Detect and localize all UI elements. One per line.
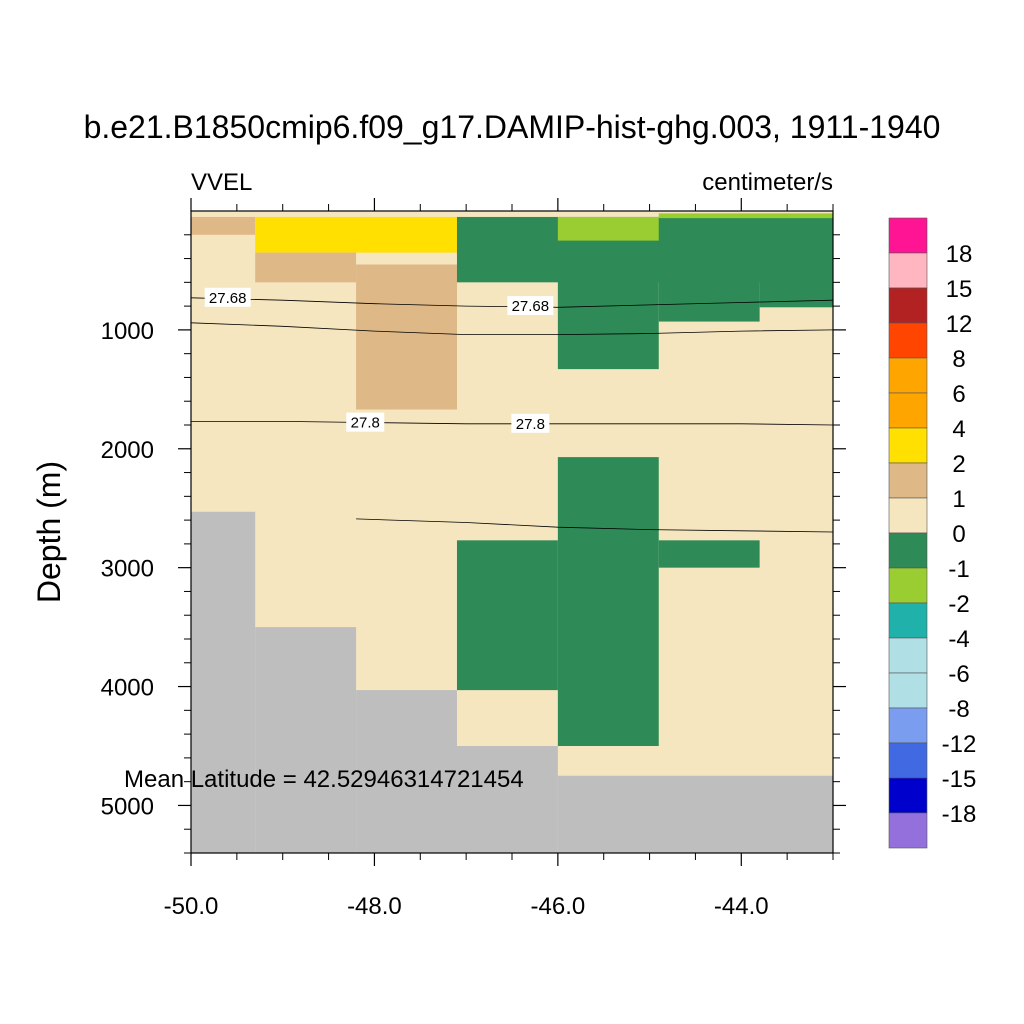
colorbar: 18 15 12 8 6 4 2 1 0 -1 -2 -4 -6 -8 -12 -15 -18 [888,217,977,849]
colorbar-swatch [888,602,928,639]
colorbar-swatch [888,637,928,674]
y-tick-label: 3000 [101,556,154,583]
colorbar-label: 0 [952,521,965,548]
contour-label: 27.68 [209,290,247,307]
heatmap-cell [255,216,457,253]
colorbar-swatch [888,532,928,569]
heatmap-cell [658,213,833,219]
contour-line [356,518,834,533]
colorbar-label: 18 [946,241,973,268]
colorbar-label: -12 [942,731,977,758]
x-tick-label: -44.0 [714,893,769,920]
colorbar-swatch [888,357,928,394]
colorbar-label: 1 [952,486,965,513]
x-tick-label: -50.0 [164,893,219,920]
colorbar-label: -15 [942,766,977,793]
heatmap-cell [557,216,659,241]
variable-label: VVEL [191,169,252,196]
contour-label: 27.8 [516,416,545,433]
density-contours: 27.68 27.68 27.8 27.8 [190,287,834,533]
units-label: centimeter/s [702,169,833,196]
colorbar-label: -2 [948,591,969,618]
heatmap-cell [356,264,457,410]
heatmap-cell [759,240,833,308]
colorbar-swatch [888,392,928,429]
colorbar-label: -6 [948,661,969,688]
contour-label-box [511,413,550,433]
heatmap-cell [255,252,357,283]
colorbar-swatch [888,567,928,604]
contour-label-box [204,287,251,307]
contour-label: 27.8 [351,415,380,432]
plot-axes: -50.0 -48.0 -46.0 -44.0 1000 2000 3000 4000 5000 [101,198,846,920]
heatmap-cells [191,211,833,853]
colorbar-swatch [888,812,928,849]
colorbar-swatch [888,777,928,814]
x-tick-label: -48.0 [347,893,402,920]
land-mask-cell [255,627,357,853]
contour-label: 27.68 [512,298,550,315]
colorbar-swatch [888,287,928,324]
y-tick-label: 2000 [101,437,154,464]
colorbar-label: 2 [952,451,965,478]
colorbar-label: -1 [948,556,969,583]
colorbar-swatch [888,252,928,289]
contour-label-box [346,412,385,432]
y-axis-label: Depth (m) [31,461,67,603]
colorbar-label: -18 [942,801,977,828]
colorbar-swatch [888,427,928,464]
heatmap-cell [191,216,256,235]
colorbar-label: 6 [952,381,965,408]
heatmap-cell [658,240,760,322]
y-tick-label: 5000 [101,793,154,820]
y-tick-label: 4000 [101,675,154,702]
heatmap-cell [557,457,659,746]
colorbar-swatch [888,217,928,254]
contour-label-box [507,296,554,316]
heatmap-cell [658,540,760,568]
land-mask-cell [557,775,833,853]
colorbar-swatch [888,462,928,499]
land-mask-cell [356,690,457,853]
x-tick-label: -46.0 [531,893,586,920]
colorbar-swatch [888,707,928,744]
colorbar-swatch [888,742,928,779]
land-mask-cell [191,511,256,853]
mean-latitude-annotation: Mean Latitude = 42.52946314721454 [124,766,524,793]
colorbar-swatch [888,672,928,709]
colorbar-swatch [888,322,928,359]
colorbar-label: 15 [946,276,973,303]
contour-line [190,322,834,335]
chart-title: b.e21.B1850cmip6.f09_g17.DAMIP-hist-ghg.… [84,109,941,145]
y-tick-label: 1000 [101,318,154,345]
heatmap-cell [456,540,558,691]
colorbar-swatch [888,497,928,534]
colorbar-label: 8 [952,346,965,373]
colorbar-label: -8 [948,696,969,723]
colorbar-label: 12 [946,311,973,338]
colorbar-label: 4 [952,416,965,443]
land-mask-cell [456,746,558,853]
colorbar-label: -4 [948,626,969,653]
